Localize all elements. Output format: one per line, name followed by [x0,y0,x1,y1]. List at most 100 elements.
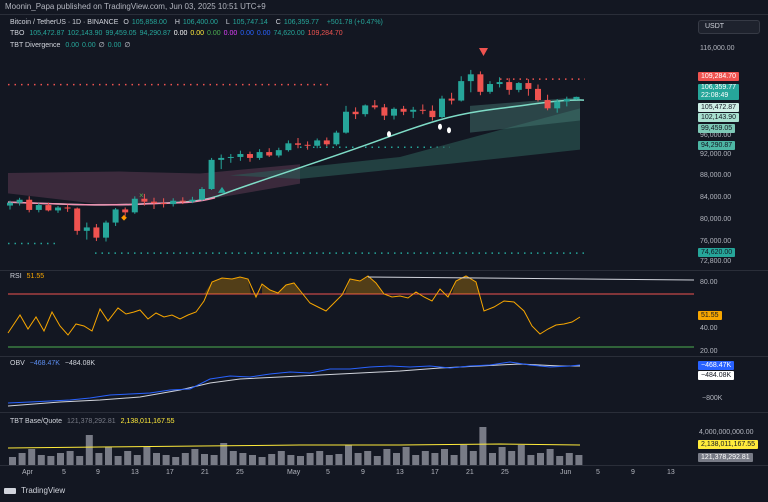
volume-bar [575,455,583,465]
currency-badge[interactable]: USDT [698,20,760,34]
candle-body [103,222,109,238]
tbt-volume-chart[interactable] [0,413,768,465]
tbt-tick: 4,000,000,000.00 [699,429,754,436]
price-label-tbo-slow: 99,459.05 [698,124,736,133]
main-legend: Bitcoin / TetherUS · 1D · BINANCE O 105,8… [10,19,386,26]
candle-body [227,156,234,158]
volume-bar [181,453,189,465]
volume-bar [28,449,36,465]
candle-body [26,199,33,210]
volume-bar [239,453,247,465]
cross-marker: × [139,191,144,200]
time-axis-tick: 17 [166,469,174,476]
volume-bar [527,455,535,465]
rsi-legend[interactable]: RSI 51.55 [10,273,47,280]
tbt-legend[interactable]: TBT Base/Quote 121,378,292.81 2,138,011,… [10,418,178,425]
tbt-label[interactable]: TBT Base/Quote [10,418,63,425]
candle-body [506,82,513,90]
time-axis-tick: 25 [501,469,509,476]
rsi-tick-80: 80.00 [700,279,718,286]
obv-chart[interactable] [0,357,768,412]
volume-bar [18,453,26,465]
volume-bar [124,451,132,465]
symbol-title[interactable]: Bitcoin / TetherUS · 1D · BINANCE [10,19,119,26]
candle-body [515,83,522,90]
obv-legend[interactable]: OBV −468.47K −484.08K [10,360,98,367]
rsi-label[interactable]: RSI [10,273,22,280]
volume-bar [47,456,55,465]
volume-bar [393,453,400,465]
volume-bar [57,453,64,465]
tbt-divergence-values: 0.00 0.00 ∅ 0.00 ∅ [65,42,133,49]
top-divider [0,14,768,15]
obv-marker-1: −468.47K [698,361,735,370]
time-axis-tick: 5 [62,469,66,476]
tbt-divergence-value: ∅ [124,42,131,49]
candle-body [16,199,23,203]
time-axis-tick: Jun [560,469,572,476]
volume-bar [229,451,237,465]
tbt-divergence-legend[interactable]: TBT Divergence 0.00 0.00 ∅ 0.00 ∅ [10,41,137,49]
volume-bar [421,451,429,465]
time-axis-tick: 13 [667,469,675,476]
volume-bar [9,457,16,465]
volume-bar [277,451,285,465]
tbt-divergence-label[interactable]: TBT Divergence [10,42,61,49]
price-label-tbo-long: 94,290.87 [698,141,736,150]
tbo-value: 99,459.05 [105,30,137,37]
volume-bar [297,456,304,465]
candle-body [122,209,129,213]
bull-cloud [230,108,580,179]
candle-body [304,144,311,146]
tradingview-logo[interactable]: TradingView [4,486,65,495]
price-chart[interactable]: × [0,44,768,270]
candle-body [247,154,253,158]
sell-signal-triangle [479,48,488,56]
tbo-value: 102,143.90 [67,30,103,37]
tbo-legend[interactable]: TBO 105,472.87 102,143.90 99,459.05 94,290.… [10,30,349,37]
volume-bar [210,455,218,465]
volume-bar [191,449,199,465]
tbo-value: 0.00 [207,30,221,37]
candle-body [429,110,436,118]
price-axis-tick: 84,000.00 [700,194,732,201]
ohlc-open: O 105,858.00 [123,19,167,26]
candle-body [419,109,426,111]
time-axis-tick: 9 [631,469,635,476]
candle-body [333,132,340,145]
obv-label[interactable]: OBV [10,360,25,367]
tbo-value: 94,290.87 [139,30,171,37]
tbt-marker-2: 121,378,292.81 [698,453,753,462]
volume-bar [325,455,333,465]
volume-bar [76,456,84,465]
time-axis-tick: 9 [96,469,100,476]
volume-bar [450,455,458,465]
tbo-label[interactable]: TBO [10,30,25,37]
candle-body [160,203,167,205]
candle-body [275,150,282,156]
candle-body [45,205,52,211]
candle-body [112,209,119,223]
tbo-value: 105,472.87 [29,30,65,37]
candle-body [391,108,397,116]
obv-ma-line [7,363,580,407]
candle-body [35,205,42,210]
rsi-chart[interactable] [0,271,768,356]
time-axis-tick: 21 [201,469,209,476]
candle-body [467,74,474,82]
candle-body [151,201,157,204]
price-axis-tick: 76,000.00 [700,238,732,245]
price-axis-tick: 88,000.00 [700,172,732,179]
ohlc-change: +501.78 (+0.47%) [326,19,383,26]
time-axis-tick: Apr [22,469,33,476]
volume-bar [546,449,554,465]
candle-body [7,202,13,206]
price-label-current: 106,359.77 22:08:49 [698,84,740,100]
tv-logo-icon [4,487,16,494]
volume-bar [172,457,180,465]
candle-body [64,207,71,209]
candle-body [170,200,177,205]
volume-bar [306,453,314,465]
rsi-tick-40: 40.00 [700,325,718,332]
pane-divider-rsi [0,270,768,271]
